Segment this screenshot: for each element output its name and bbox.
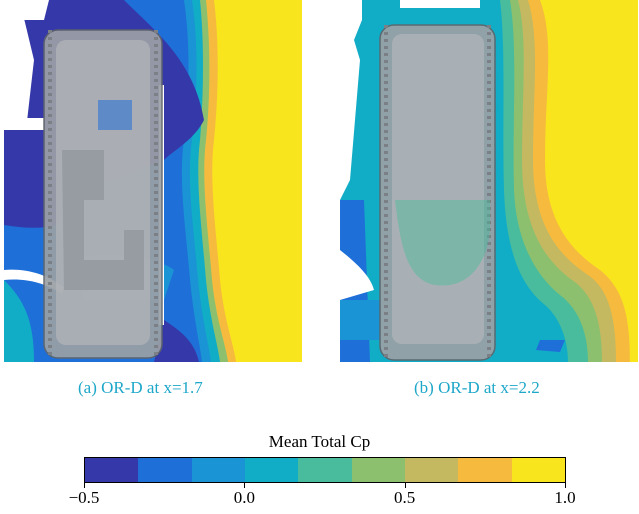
colorbar-tick xyxy=(244,483,246,488)
colorbar-segment xyxy=(351,458,405,482)
caption-b: (b) OR-D at x=2.2 xyxy=(414,378,540,397)
colorbar-title: Mean Total Cp xyxy=(268,432,371,451)
colorbar-tick xyxy=(84,483,85,488)
colorbar-tick-label: 0.5 xyxy=(394,488,416,507)
colorbar-segment xyxy=(85,458,139,482)
colorbar-tick-label: 1.0 xyxy=(554,488,576,507)
colorbar-segment xyxy=(191,458,245,482)
colorbar-tick xyxy=(565,483,566,488)
cp-contour-a xyxy=(4,0,302,362)
cp-contour-b xyxy=(340,0,638,362)
contour-plot-b xyxy=(340,0,638,362)
contour-plot-a xyxy=(4,0,302,362)
caption-a: (a) OR-D at x=1.7 xyxy=(78,378,203,397)
colorbar-tick-label: −0.5 xyxy=(68,488,100,507)
colorbar-segment xyxy=(404,458,459,482)
colorbar xyxy=(84,457,566,483)
colorbar-segment xyxy=(511,458,565,482)
colorbar-segment xyxy=(138,458,192,482)
colorbar-tick xyxy=(404,483,406,488)
colorbar-tick-label: 0.0 xyxy=(233,488,255,507)
colorbar-segment xyxy=(298,458,352,482)
colorbar-segment xyxy=(458,458,512,482)
colorbar-segment xyxy=(244,458,299,482)
